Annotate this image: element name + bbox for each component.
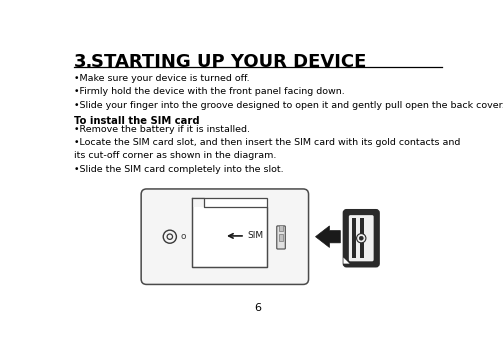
Bar [192, 198, 268, 267]
Bar [279, 225, 283, 231]
Text: To install the SIM card: To install the SIM card [74, 116, 199, 126]
Text: 6: 6 [254, 303, 261, 313]
Text: STARTING UP YOUR DEVICE: STARTING UP YOUR DEVICE [91, 53, 366, 70]
Circle shape [357, 233, 366, 243]
Polygon shape [344, 258, 350, 263]
Text: 3.: 3. [74, 53, 93, 70]
Circle shape [163, 230, 177, 243]
FancyBboxPatch shape [344, 210, 379, 267]
Circle shape [359, 236, 363, 240]
Bar [192, 198, 204, 207]
Text: •Remove the battery if it is installed.
•Locate the SIM card slot, and then inse: •Remove the battery if it is installed. … [74, 125, 460, 174]
FancyBboxPatch shape [277, 226, 285, 249]
Circle shape [167, 234, 173, 239]
FancyBboxPatch shape [349, 215, 374, 261]
Bar [352, 218, 356, 258]
FancyBboxPatch shape [141, 189, 308, 284]
Bar [279, 235, 283, 240]
Text: SIM: SIM [247, 231, 264, 240]
Text: o: o [181, 232, 186, 241]
Polygon shape [315, 226, 341, 247]
Text: •Make sure your device is turned off.
•Firmly hold the device with the front pan: •Make sure your device is turned off. •F… [74, 74, 503, 110]
Bar [360, 218, 364, 258]
